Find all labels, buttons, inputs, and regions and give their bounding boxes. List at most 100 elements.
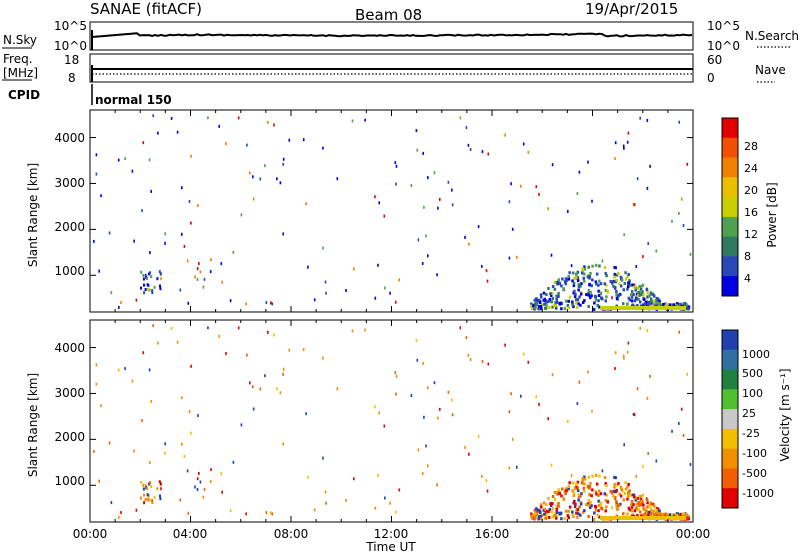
echo-point	[282, 162, 284, 166]
echo-point	[158, 270, 161, 274]
echo-point	[142, 141, 145, 145]
echo-point	[622, 354, 625, 358]
echo-point	[642, 503, 645, 507]
echo-point	[618, 492, 621, 496]
echo-point	[636, 177, 639, 181]
echo-point	[592, 517, 596, 521]
echo-point	[575, 298, 578, 302]
echo-point	[604, 482, 607, 486]
echo-point	[619, 292, 622, 296]
echo-point	[614, 285, 617, 289]
echo-point	[605, 295, 608, 299]
echo-point	[682, 302, 686, 306]
echo-point	[124, 367, 126, 371]
pcb-tick-4: 4	[744, 272, 751, 285]
echo-point	[644, 508, 648, 512]
echo-point	[383, 424, 386, 428]
echo-point	[468, 242, 470, 246]
echo-point	[563, 307, 566, 311]
echo-point	[609, 280, 613, 283]
echo-point	[157, 131, 159, 135]
echo-point	[623, 356, 625, 360]
echo-point	[651, 292, 655, 296]
echo-point	[164, 241, 166, 245]
echo-point	[596, 514, 599, 517]
echo-point	[630, 505, 634, 509]
echo-point	[98, 479, 100, 483]
echo-point	[619, 494, 623, 498]
echo-point	[567, 276, 570, 280]
echo-point	[520, 394, 522, 398]
echo-point	[540, 295, 543, 299]
echo-point	[592, 307, 596, 311]
echo-point	[240, 423, 243, 427]
echo-point	[637, 297, 640, 301]
power-panel: Slant Range [km] 1000 2000 3000 4000	[26, 109, 694, 313]
echo-point	[639, 285, 643, 288]
echo-point	[553, 497, 557, 501]
echo-point	[485, 269, 488, 273]
echo-point	[464, 235, 466, 239]
nsky-tick-top: 10^5	[54, 19, 87, 33]
echo-point	[176, 130, 179, 134]
echo-point	[232, 250, 235, 254]
echo-point	[585, 503, 588, 507]
echo-point	[588, 275, 591, 279]
echo-point	[564, 277, 568, 281]
echo-point	[572, 491, 576, 495]
echo-point	[202, 285, 205, 289]
xtick-0: 00:00	[73, 527, 108, 541]
echo-point	[593, 504, 597, 508]
echo-point	[583, 475, 586, 479]
echo-point	[639, 300, 642, 304]
echo-point	[580, 492, 583, 496]
echo-point	[146, 493, 149, 497]
echo-point	[544, 511, 548, 515]
echo-point	[481, 264, 483, 268]
echo-point	[649, 301, 653, 305]
echo-point	[536, 509, 539, 513]
echo-point	[264, 164, 266, 168]
vel-ytick-2000: 2000	[54, 430, 85, 444]
vcb-tick-25: 25	[742, 407, 756, 420]
echo-point	[599, 492, 603, 496]
echo-point	[539, 511, 542, 515]
echo-point	[655, 508, 658, 512]
echo-point	[598, 264, 601, 268]
echo-point	[587, 498, 591, 502]
echo-point	[606, 290, 609, 294]
echo-point	[647, 300, 651, 304]
echo-point	[186, 259, 189, 263]
echo-point	[567, 299, 570, 303]
echo-point	[646, 396, 649, 400]
echo-point	[641, 290, 644, 294]
echo-point	[634, 498, 637, 502]
echo-point	[538, 192, 540, 196]
echo-point	[601, 469, 604, 473]
echo-point	[618, 282, 621, 286]
echo-point	[593, 511, 596, 515]
echo-point	[678, 120, 680, 124]
echo-point	[95, 382, 98, 386]
echo-point	[622, 302, 625, 306]
echo-point	[622, 512, 625, 516]
echo-point	[394, 161, 397, 165]
echo-point	[623, 492, 626, 495]
echo-point	[567, 306, 570, 310]
echo-point	[578, 505, 581, 509]
echo-point	[597, 294, 601, 297]
echo-point	[194, 485, 196, 489]
echo-point	[629, 503, 633, 507]
echo-point	[590, 284, 593, 288]
echo-point	[627, 495, 630, 499]
echo-point	[682, 224, 685, 227]
echo-point	[633, 283, 636, 287]
echo-point	[210, 468, 212, 472]
echo-point	[259, 387, 262, 391]
echo-point	[549, 502, 552, 506]
echo-point	[415, 129, 418, 133]
echo-point	[545, 303, 548, 307]
echo-point	[626, 512, 629, 516]
echo-point	[282, 232, 284, 236]
colorbar-swatch	[722, 236, 738, 257]
